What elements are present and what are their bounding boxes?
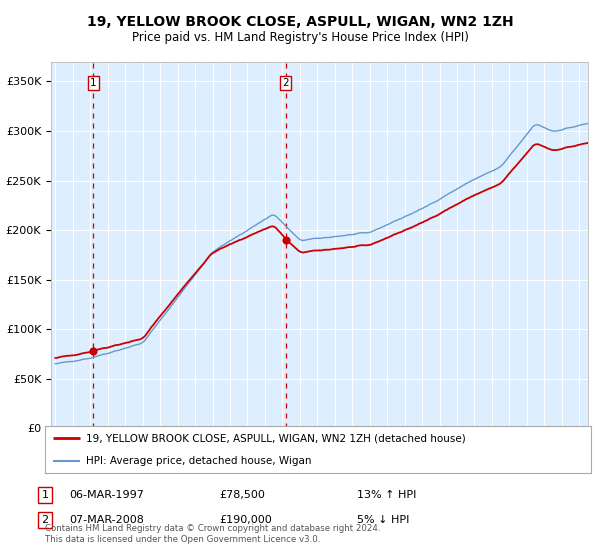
Text: 19, YELLOW BROOK CLOSE, ASPULL, WIGAN, WN2 1ZH: 19, YELLOW BROOK CLOSE, ASPULL, WIGAN, W…	[86, 15, 514, 29]
Text: £78,500: £78,500	[219, 490, 265, 500]
Point	[89, 346, 98, 355]
Text: 06-MAR-1997: 06-MAR-1997	[69, 490, 144, 500]
Text: £190,000: £190,000	[219, 515, 272, 525]
Text: 1: 1	[41, 490, 49, 500]
Text: 2: 2	[282, 78, 289, 88]
Text: 13% ↑ HPI: 13% ↑ HPI	[357, 490, 416, 500]
Text: Price paid vs. HM Land Registry's House Price Index (HPI): Price paid vs. HM Land Registry's House …	[131, 31, 469, 44]
Text: 19, YELLOW BROOK CLOSE, ASPULL, WIGAN, WN2 1ZH (detached house): 19, YELLOW BROOK CLOSE, ASPULL, WIGAN, W…	[86, 433, 466, 444]
Text: HPI: Average price, detached house, Wigan: HPI: Average price, detached house, Wiga…	[86, 456, 311, 466]
Text: 07-MAR-2008: 07-MAR-2008	[69, 515, 144, 525]
Text: 2: 2	[41, 515, 49, 525]
Text: Contains HM Land Registry data © Crown copyright and database right 2024.
This d: Contains HM Land Registry data © Crown c…	[45, 524, 380, 544]
Text: 5% ↓ HPI: 5% ↓ HPI	[357, 515, 409, 525]
Point	[281, 236, 290, 245]
Text: 1: 1	[90, 78, 97, 88]
